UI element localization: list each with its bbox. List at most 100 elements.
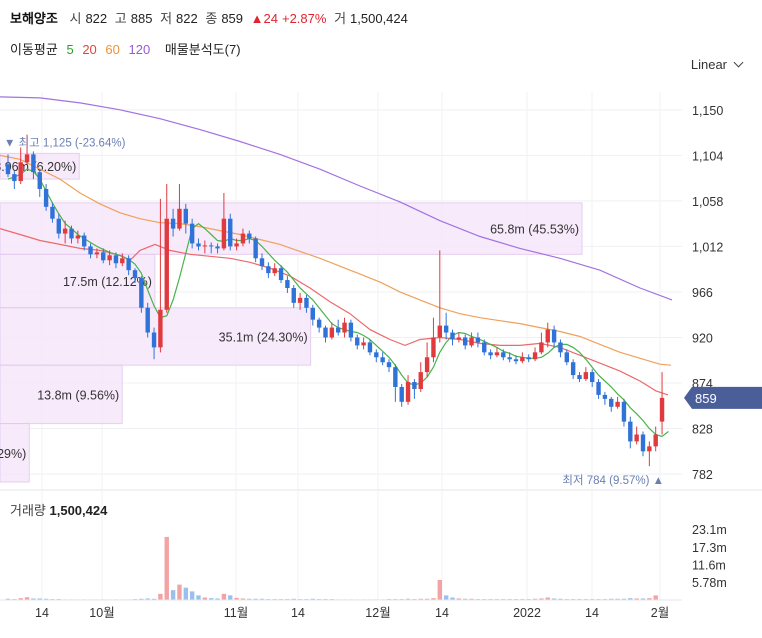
candle-body <box>202 245 208 247</box>
ma-60[interactable]: 60 <box>105 42 120 57</box>
volume-bar <box>221 593 227 600</box>
candle-body <box>463 337 468 346</box>
volume-bar <box>247 598 252 600</box>
volume-label: 거 <box>334 11 347 26</box>
candle-body <box>469 337 474 346</box>
candle-body <box>539 342 544 353</box>
candle-body <box>329 327 335 338</box>
volume-tick-label: 23.1m <box>692 523 727 537</box>
candle-body <box>640 434 646 452</box>
volume-bar <box>634 598 639 600</box>
candle-body <box>247 233 252 239</box>
candle-body <box>240 233 246 244</box>
ma-120[interactable]: 120 <box>128 42 151 57</box>
candle-body <box>132 270 138 279</box>
volume-tick-label: 5.78m <box>692 576 727 590</box>
candle-body <box>596 382 601 395</box>
candle-body <box>113 255 119 264</box>
min-price-marker: 최저 784 (9.57%) ▲ <box>562 474 664 487</box>
candle-body <box>405 382 411 402</box>
scale-select[interactable]: Linear <box>690 57 744 72</box>
candle-body <box>393 367 398 387</box>
candle-body <box>526 357 531 360</box>
ma-20[interactable]: 20 <box>82 42 97 57</box>
volume-bar <box>228 595 233 600</box>
ma60-line <box>0 154 672 366</box>
volume-profile-label: 17.5m (12.12%) <box>63 275 152 289</box>
price-tick-label: 920 <box>692 331 713 345</box>
low-label: 저 <box>160 11 173 26</box>
candle-body <box>183 208 188 224</box>
candle-body <box>615 401 620 407</box>
open-label: 시 <box>69 11 82 26</box>
volume-bar <box>437 580 442 600</box>
volume-bar <box>183 587 188 600</box>
candle-body <box>291 287 296 303</box>
volume-bar <box>151 598 157 600</box>
volume-bar <box>170 590 176 600</box>
stock-name: 보해양조 <box>10 11 58 26</box>
volume-bar <box>456 598 462 600</box>
volume-profile-label[interactable]: 매물분석도(7) <box>164 42 241 57</box>
close-value: 859 <box>221 11 244 26</box>
volume-bar <box>43 598 49 600</box>
scale-mode: Linear <box>690 57 727 72</box>
candle-body <box>18 162 23 182</box>
ma-5[interactable]: 5 <box>66 42 74 57</box>
volume-profile-label: 65.8m (45.53%) <box>490 223 579 237</box>
candle-body <box>551 329 557 343</box>
volume-bar <box>164 536 169 600</box>
candle-body <box>628 421 633 442</box>
volume-bar <box>424 598 430 600</box>
candle-body <box>348 322 354 338</box>
candle-body <box>107 255 112 261</box>
candle-body <box>513 359 519 362</box>
change-percent: +2.87% <box>281 11 327 26</box>
candle-body <box>196 243 201 247</box>
price-tick-label: 782 <box>692 468 713 482</box>
candle-body <box>342 322 347 333</box>
candle-body <box>297 297 303 303</box>
candle-body <box>431 337 436 358</box>
volume-bar <box>558 598 563 600</box>
candle-body <box>374 352 379 358</box>
volume-bar <box>539 598 544 600</box>
price-tick-label: 1,150 <box>692 104 723 118</box>
candle-body <box>209 245 214 247</box>
candle-body <box>50 206 55 219</box>
candle-body <box>5 164 11 175</box>
volume-profile-label: 8.96m (6.20%) <box>0 160 76 174</box>
candle-body <box>653 434 658 447</box>
volume-profile-bar <box>0 423 30 483</box>
candle-body <box>189 223 195 244</box>
price-tick-label: 1,058 <box>692 195 723 209</box>
volume-bar <box>443 595 449 600</box>
candle-body <box>158 309 163 348</box>
volume-bar <box>202 597 208 600</box>
candle-body <box>221 218 227 249</box>
volume-value: 1,500,424 <box>350 11 408 26</box>
volume-bar <box>196 595 201 600</box>
candle-body <box>164 218 169 310</box>
volume-bar <box>240 598 246 600</box>
volume-bar <box>253 598 258 600</box>
candle-body <box>494 352 500 356</box>
candle-body <box>386 362 392 368</box>
candle-body <box>634 434 639 442</box>
candle-body <box>380 357 385 363</box>
candle-body <box>577 375 582 380</box>
price-tick-label: 966 <box>692 286 713 300</box>
candle-body <box>399 386 404 402</box>
candle-body <box>94 252 100 255</box>
candle-body <box>170 218 176 229</box>
candle-body <box>418 372 423 389</box>
candle-body <box>120 258 125 264</box>
candle-body <box>456 337 462 340</box>
ma-label: 이동평균 <box>10 42 58 57</box>
candle-body <box>75 235 81 239</box>
volume-bar <box>177 584 182 600</box>
volume-profile-label: 13.8m (9.56%) <box>37 388 119 402</box>
moving-average-bar[interactable]: 이동평균 5 20 60 120 매물분석도(7) <box>10 39 246 58</box>
candle-body <box>272 268 277 274</box>
